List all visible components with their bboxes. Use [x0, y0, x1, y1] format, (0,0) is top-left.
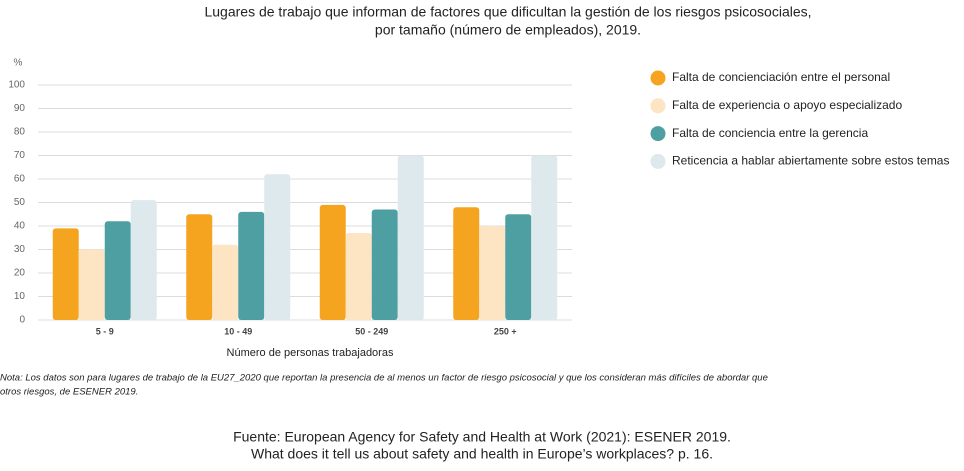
y-tick-label: 90 — [14, 103, 26, 114]
bar — [397, 155, 424, 320]
y-tick-label: 100 — [8, 80, 25, 91]
bar — [264, 174, 291, 320]
legend-label: Falta de conciencia entre la gerencia — [672, 126, 868, 140]
legend-marker — [650, 153, 666, 169]
y-tick-label: 0 — [19, 315, 25, 326]
bar — [371, 209, 398, 320]
x-tick-label: 5 - 9 — [96, 326, 114, 336]
y-tick-label: 80 — [14, 127, 26, 138]
bar — [78, 249, 105, 320]
bar — [104, 221, 131, 320]
chart-title: Lugares de trabajo que informan de facto… — [204, 4, 811, 20]
y-tick-label: 50 — [14, 197, 26, 208]
chart-title: por tamaño (número de empleados), 2019. — [375, 22, 641, 38]
bar — [52, 228, 79, 320]
bar — [319, 204, 346, 320]
bar — [453, 207, 480, 320]
y-tick-label: 40 — [14, 221, 26, 232]
note: otros riesgos, de ESENER 2019. — [0, 387, 138, 398]
bar — [531, 155, 558, 320]
legend-marker — [650, 126, 666, 142]
x-tick-label: 50 - 249 — [355, 326, 388, 336]
bar — [345, 233, 372, 320]
bar — [505, 214, 532, 320]
x-axis-label: Número de personas trabajadoras — [227, 347, 394, 359]
legend-label: Reticencia a hablar abiertamente sobre e… — [672, 154, 949, 168]
x-tick-label: 250 + — [494, 326, 517, 336]
bar — [238, 211, 265, 320]
note: Nota: Los datos son para lugares de trab… — [0, 373, 768, 384]
bar — [212, 244, 239, 320]
legend-marker — [650, 98, 666, 114]
bar — [130, 200, 157, 320]
legend-label: Falta de experiencia o apoyo especializa… — [672, 98, 902, 112]
source: Fuente: European Agency for Safety and H… — [233, 429, 731, 445]
legend-label: Falta de concienciación entre el persona… — [672, 70, 890, 84]
y-tick-label: 10 — [14, 291, 26, 302]
source: What does it tell us about safety and he… — [251, 446, 713, 462]
y-tick-label: 30 — [14, 244, 26, 255]
y-axis-label: % — [14, 58, 23, 69]
y-tick-label: 60 — [14, 174, 26, 185]
y-tick-label: 70 — [14, 150, 26, 161]
bar — [479, 226, 506, 320]
x-tick-label: 10 - 49 — [224, 326, 252, 336]
legend-marker — [650, 70, 666, 86]
y-tick-label: 20 — [14, 268, 26, 279]
bar — [186, 214, 213, 320]
